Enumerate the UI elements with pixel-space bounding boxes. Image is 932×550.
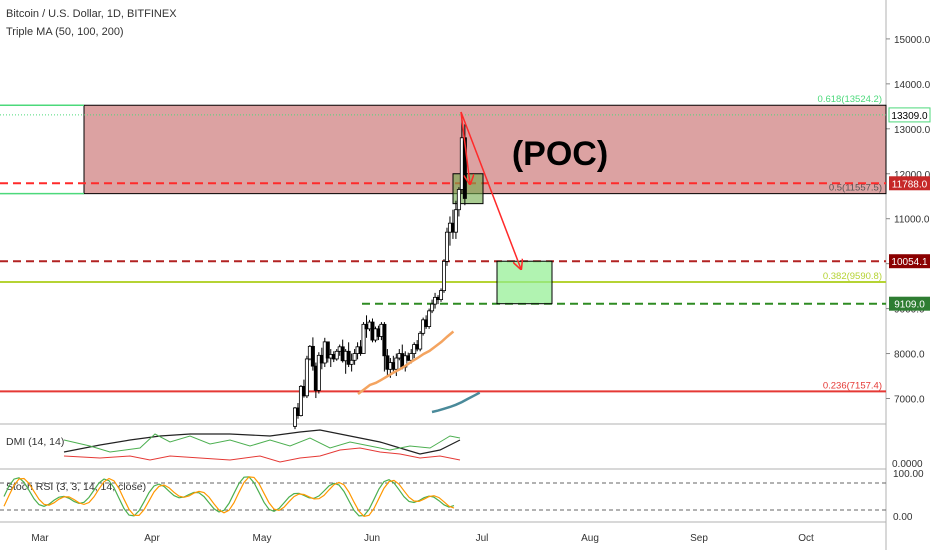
candle-body xyxy=(453,209,458,233)
candle-body xyxy=(304,358,309,397)
candle-body xyxy=(430,303,435,312)
candle-body xyxy=(310,345,315,367)
candle-body xyxy=(316,354,321,391)
dmi-adx-line xyxy=(63,429,461,455)
candle-body xyxy=(349,359,354,365)
candle-body xyxy=(439,290,444,301)
candle-body xyxy=(325,341,330,359)
y-tick-label: 8000.0 xyxy=(894,350,925,361)
price-tag-label: 9109.0 xyxy=(894,300,925,311)
price-tag xyxy=(889,296,930,311)
y-tick-label: 7000.0 xyxy=(894,395,925,406)
poc-annotation: (POC) xyxy=(512,135,608,173)
x-tick-label: Jun xyxy=(364,533,380,544)
fib-level-label: 0.5(11557.5) xyxy=(829,183,882,194)
candle-body xyxy=(409,353,414,361)
x-tick-label: Sep xyxy=(690,533,708,544)
candle-body xyxy=(441,261,446,292)
fib-level-label: 0.382(9590.8) xyxy=(823,271,882,282)
target-zone xyxy=(496,260,553,305)
price-tag xyxy=(889,254,930,269)
x-tick-label: May xyxy=(253,533,272,544)
chart-title: Bitcoin / U.S. Dollar, 1D, BITFINEX xyxy=(6,8,177,20)
candle-body xyxy=(361,323,366,354)
candle-body xyxy=(334,350,339,360)
x-tick-label: Jul xyxy=(476,533,489,544)
x-tick-label: Apr xyxy=(144,533,160,544)
pullback-arrow xyxy=(460,111,470,184)
y-tick-label: 11000.0 xyxy=(894,215,930,226)
candle-body xyxy=(418,332,423,350)
price-tag xyxy=(888,107,931,123)
candle-body xyxy=(346,350,351,365)
moving-average-line xyxy=(357,330,455,395)
candle-body xyxy=(298,385,303,416)
price-tag xyxy=(889,176,930,191)
stoch-y-tick-label: 0.00 xyxy=(893,512,913,523)
stoch-d-line xyxy=(3,476,455,517)
y-tick-label: 12000.0 xyxy=(894,170,931,181)
stoch-y-tick-label: 100.00 xyxy=(893,469,924,480)
price-tag-label: 10054.1 xyxy=(891,257,928,268)
fib-level-label: 0.236(7157.4) xyxy=(823,380,882,391)
dmi-label: DMI (14, 14) xyxy=(6,436,64,448)
price-tag-label: 11788.0 xyxy=(892,179,928,190)
y-tick-label: 14000.0 xyxy=(894,80,931,91)
price-tag-label: 13309.0 xyxy=(891,111,928,122)
dmi-y-tick-label: 0.0000 xyxy=(892,459,923,470)
candle-body xyxy=(382,323,387,357)
moving-average-line xyxy=(431,391,481,414)
x-tick-label: Aug xyxy=(581,533,599,544)
y-tick-label: 15000.0 xyxy=(894,35,931,46)
candle-body xyxy=(456,189,461,211)
candle-body xyxy=(444,231,449,262)
poc-zone xyxy=(83,104,887,195)
candle-body xyxy=(427,310,432,327)
candle-body xyxy=(352,353,357,361)
dmi-plus-line xyxy=(63,433,461,453)
x-tick-label: Oct xyxy=(798,533,814,544)
fib-level-label: 0.618(13524.2) xyxy=(818,94,882,105)
candle-body xyxy=(433,296,438,305)
x-tick-label: Mar xyxy=(31,533,49,544)
candle-body xyxy=(292,407,297,427)
y-tick-label: 13000.0 xyxy=(894,125,931,136)
indicator-label: Triple MA (50, 100, 200) xyxy=(6,26,124,38)
dmi-minus-line xyxy=(63,447,461,463)
candle-body xyxy=(394,357,399,370)
projection-arrow xyxy=(460,111,521,269)
